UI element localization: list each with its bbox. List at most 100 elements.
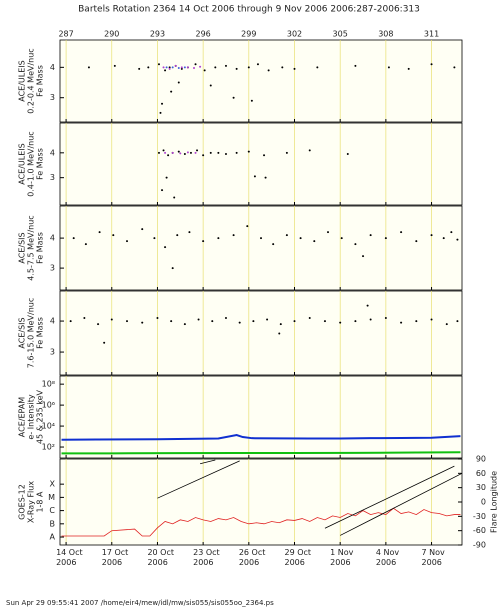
x-tick-label-line: 1 Nov [330, 548, 354, 557]
y-axis-label: 45 & 235 keV [36, 389, 45, 444]
y2-tick-label: 30 [476, 483, 486, 492]
line [324, 465, 455, 529]
line [61, 433, 461, 441]
point [174, 64, 177, 67]
point [126, 320, 128, 323]
point [161, 102, 164, 105]
footer: Sun Apr 29 09:55:41 2007 /home/eir4/mew/… [6, 599, 274, 607]
point [316, 66, 319, 69]
point [217, 237, 220, 240]
point [165, 176, 168, 179]
line [61, 451, 461, 455]
point [180, 66, 183, 69]
y2-axis-label: Flare Longitude [490, 471, 498, 533]
y-axis-label: e- Intensity [27, 394, 36, 439]
point [293, 67, 296, 70]
x-tick-label-line: 23 Oct [193, 548, 220, 557]
x-tick-label-line: 2006 [330, 558, 350, 567]
point [369, 318, 372, 321]
point [247, 66, 250, 69]
point [400, 321, 403, 324]
point [354, 64, 357, 67]
y-axis-label: 0.2-0.4 MeV/nuc [27, 48, 36, 113]
point [177, 150, 180, 153]
x-tick-label-line: 2006 [285, 558, 305, 567]
line [340, 472, 462, 536]
y-tick-label: B [50, 519, 56, 528]
x-tick-label-line: 26 Oct [239, 548, 266, 557]
point [203, 69, 206, 72]
y-tick-label: 10² [42, 443, 55, 452]
point [384, 316, 387, 319]
point [272, 243, 275, 246]
point [430, 63, 433, 66]
y-axis-label: Fe Mass [36, 232, 45, 264]
y-axis-label: ACE/SIS [18, 232, 27, 263]
y-tick-label: X [50, 480, 56, 489]
panel-marks [61, 459, 462, 537]
point [183, 323, 186, 326]
point [183, 66, 186, 69]
point [247, 150, 250, 153]
y-axis-label: ACE/SIS [18, 317, 27, 348]
y-tick-label: 4 [50, 234, 55, 243]
point [164, 69, 167, 72]
chart-title: Bartels Rotation 2364 14 Oct 2006 throug… [78, 5, 420, 15]
point [84, 243, 87, 246]
point [278, 332, 281, 335]
point [69, 320, 72, 323]
panel-frame [59, 39, 463, 123]
point [323, 320, 326, 323]
point [415, 240, 418, 243]
y-tick-label: 3 [50, 93, 55, 102]
point [168, 66, 171, 69]
point [235, 151, 238, 154]
point [87, 66, 90, 69]
point [177, 66, 180, 69]
y-tick-label: A [50, 533, 56, 542]
point [180, 67, 183, 70]
x-tick-label-line: 2006 [102, 558, 122, 567]
point [308, 149, 311, 152]
y-tick-label: 4 [50, 63, 55, 72]
x-tick-label-line: 14 Oct [56, 548, 83, 557]
x-tick-label: 1 Nov 2006 [330, 548, 354, 567]
point [281, 66, 284, 69]
point [177, 81, 180, 84]
point [293, 320, 296, 323]
point [264, 176, 267, 179]
panel-frame [59, 122, 463, 206]
point [194, 151, 197, 154]
point [138, 67, 141, 70]
point [209, 84, 212, 87]
point [250, 99, 253, 102]
panel-marks [72, 225, 459, 270]
y2-tick-label: 90 [476, 455, 486, 464]
y-axis-label: 7.6-15.0 MeV/nuc [27, 298, 36, 369]
point [161, 189, 164, 192]
point [170, 90, 173, 93]
y-axis-label: 1-8 A [36, 491, 45, 513]
y-axis-label: Fe Mass [36, 148, 45, 180]
x-tick-label: 4 Nov 2006 [376, 548, 400, 567]
point [202, 154, 205, 157]
point [72, 237, 75, 240]
point [253, 175, 256, 178]
point [445, 323, 448, 326]
point [456, 320, 459, 323]
point [97, 323, 100, 326]
y2-tick-label: -30 [473, 512, 486, 521]
point [168, 67, 171, 70]
point [164, 151, 167, 154]
point [217, 151, 220, 154]
point [285, 151, 288, 154]
x-tick-label: 20 Oct 2006 [147, 548, 174, 567]
point [252, 320, 255, 323]
panel-frame [59, 205, 463, 291]
point [162, 149, 165, 152]
point [186, 151, 189, 154]
point [232, 96, 235, 99]
point [194, 63, 197, 66]
point [189, 151, 192, 154]
point [308, 316, 311, 319]
